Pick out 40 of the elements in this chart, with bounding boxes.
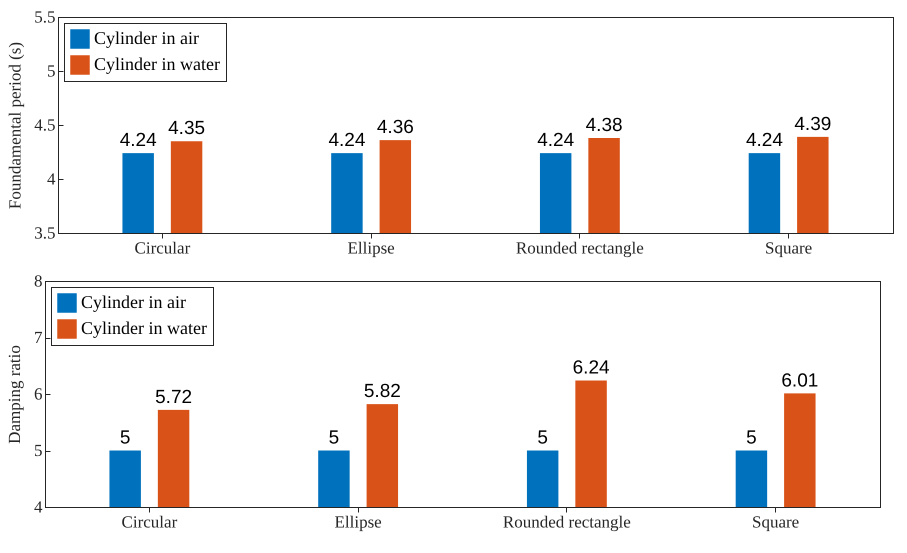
x-tick-label: Rounded rectangle: [502, 512, 631, 532]
data-label: 4.24: [746, 130, 784, 152]
x-tick-label: Circular: [122, 512, 178, 532]
data-label: 5: [120, 428, 130, 448]
data-label: 4.39: [794, 114, 832, 135]
data-label: 4.35: [168, 118, 206, 140]
y-tick-label: 5: [34, 441, 42, 460]
y-tick-label: 4.5: [34, 116, 56, 134]
y-tick-label: 5.5: [34, 8, 56, 26]
y-axis-title: Damping ratio: [5, 345, 24, 444]
data-label: 4.24: [537, 130, 575, 152]
y-tick-label: 8: [34, 272, 42, 290]
x-tick-label: Ellipse: [348, 238, 395, 258]
data-label: 4.24: [328, 130, 366, 152]
data-label: 5: [537, 428, 548, 448]
data-label: 4.38: [586, 114, 623, 136]
data-label: 5.82: [364, 381, 401, 402]
x-tick-label: Rounded rectangle: [516, 238, 644, 258]
data-label: 5: [328, 428, 340, 448]
legend-label: Cylinder in air: [81, 292, 186, 312]
legend-label: Cylinder in water: [94, 54, 220, 74]
y-tick-label: 6: [34, 384, 42, 404]
y-tick-label: 4: [34, 498, 43, 516]
data-label: 4.36: [376, 117, 414, 138]
data-label: 5.72: [155, 386, 192, 408]
legend-label: Cylinder in air: [94, 28, 199, 48]
data-label: 4.24: [120, 130, 158, 152]
y-tick-label: 3.5: [34, 224, 56, 242]
x-tick-label: Square: [765, 238, 812, 258]
data-label: 5: [746, 428, 757, 448]
y-tick-label: 5: [47, 62, 56, 80]
data-label: 6.24: [572, 357, 610, 378]
legend-label: Cylinder in water: [81, 318, 207, 338]
data-label: 6.01: [781, 370, 818, 392]
y-axis-title: Foundamental period (s): [5, 42, 24, 210]
y-tick-label: 4: [47, 170, 56, 188]
x-tick-label: Ellipse: [334, 512, 382, 532]
y-tick-label: 7: [34, 328, 43, 347]
x-tick-label: Square: [752, 512, 800, 532]
x-tick-label: Circular: [134, 238, 191, 258]
